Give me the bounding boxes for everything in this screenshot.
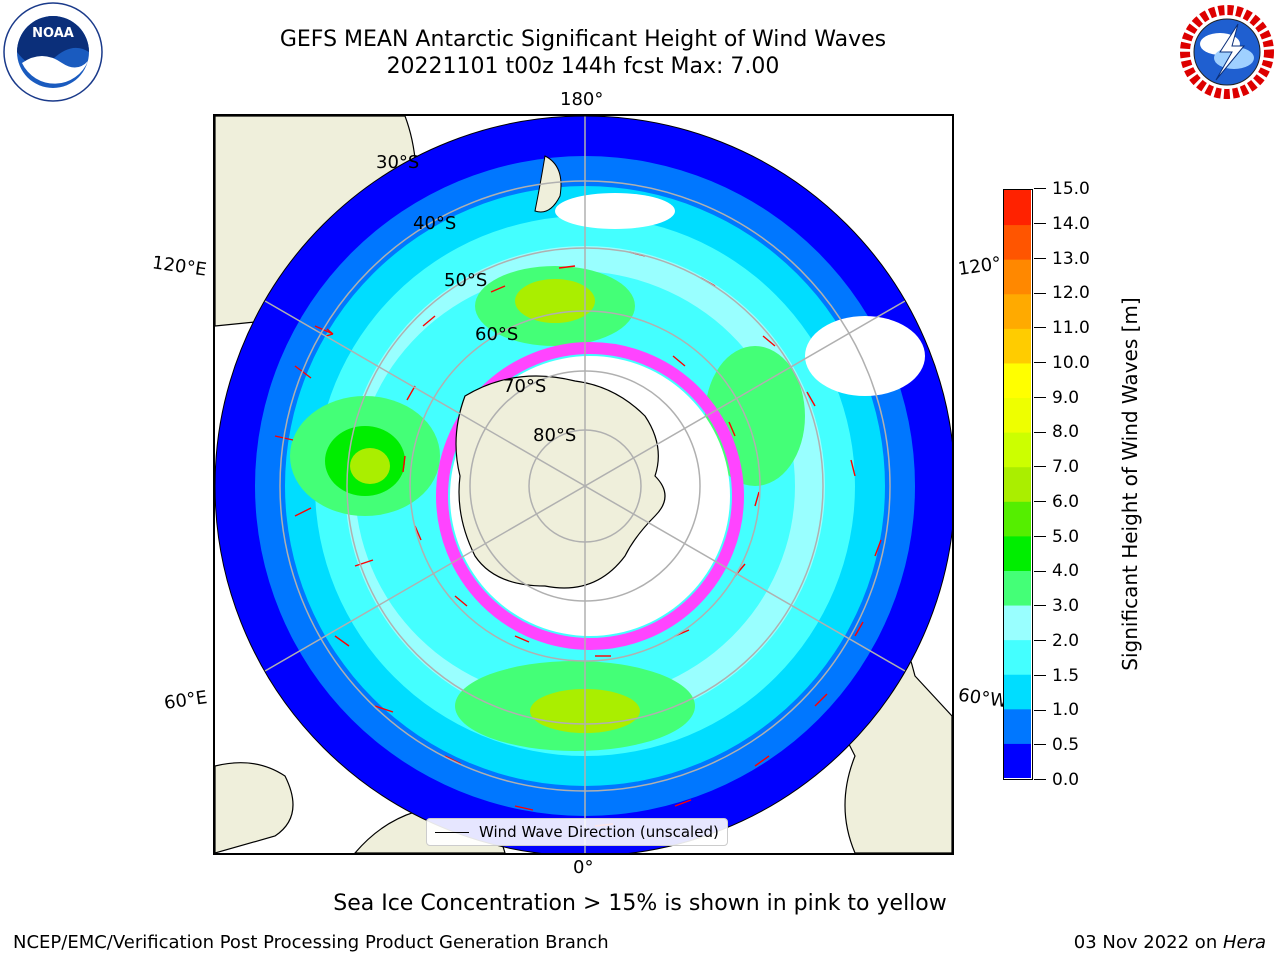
colorbar-tick-label: 1.0 — [1052, 700, 1080, 721]
colorbar-segment — [1004, 224, 1031, 260]
colorbar-tick-label: 9.0 — [1052, 387, 1080, 408]
lat-label-60s: 60°S — [475, 324, 519, 345]
lon-label-120e: 120°E — [150, 252, 208, 281]
colorbar-tick — [1034, 327, 1046, 329]
colorbar-tick — [1034, 501, 1046, 503]
lat-label-40s: 40°S — [413, 213, 457, 234]
colorbar-segment — [1004, 328, 1031, 364]
map-title: GEFS MEAN Antarctic Significant Height o… — [279, 27, 887, 52]
lat-label-80s: 80°S — [533, 425, 577, 446]
colorbar-tick — [1034, 744, 1046, 746]
colorbar-segment — [1004, 501, 1031, 537]
colorbar-tick — [1034, 431, 1046, 433]
colorbar-segment — [1004, 259, 1031, 295]
colorbar-tick — [1034, 535, 1046, 537]
colorbar-tick — [1034, 396, 1046, 398]
colorbar-tick-label: 10.0 — [1052, 352, 1090, 373]
colorbar-svg — [1004, 190, 1031, 779]
colorbar-tick-label: 3.0 — [1052, 596, 1080, 617]
footer-date-text: 03 Nov 2022 on — [1073, 932, 1223, 953]
colorbar-tick — [1034, 466, 1046, 468]
lon-label-120w: 120° — [956, 253, 1003, 280]
colorbar-segment — [1004, 397, 1031, 433]
colorbar-tick-label: 1.5 — [1052, 665, 1080, 686]
colorbar-segment — [1004, 293, 1031, 329]
colorbar-segment — [1004, 570, 1031, 606]
colorbar-tick-label: 12.0 — [1052, 283, 1090, 304]
colorbar-segment — [1004, 708, 1031, 744]
footer-machine: Hera — [1222, 932, 1266, 953]
colorbar-tick — [1034, 292, 1046, 294]
graticule — [215, 116, 952, 853]
colorbar-tick-label: 6.0 — [1052, 491, 1080, 512]
lon-label-0: 0° — [573, 857, 594, 878]
colorbar-tick — [1034, 188, 1046, 190]
colorbar-segment — [1004, 535, 1031, 571]
colorbar-segment — [1004, 605, 1031, 641]
colorbar-label: Significant Height of Wind Waves [m] — [1118, 297, 1142, 671]
colorbar-tick-label: 15.0 — [1052, 179, 1090, 199]
colorbar — [1003, 189, 1033, 780]
colorbar-tick — [1034, 709, 1046, 711]
colorbar-tick — [1034, 779, 1046, 781]
colorbar-tick-label: 14.0 — [1052, 213, 1090, 234]
colorbar-segment — [1004, 743, 1031, 779]
polar-map — [213, 114, 954, 855]
colorbar-tick-label: 0.5 — [1052, 735, 1080, 756]
lon-label-60w: 60°W — [956, 684, 1009, 713]
lon-label-180: 180° — [560, 89, 604, 110]
noaa-logo-text: NOAA — [32, 26, 74, 41]
africa-land — [215, 762, 294, 853]
colorbar-tick — [1034, 605, 1046, 607]
map-subtitle: 20221101 t00z 144h fcst Max: 7.00 — [386, 54, 780, 79]
footer-credit: NCEP/EMC/Verification Post Processing Pr… — [13, 932, 609, 953]
footer-date: 03 Nov 2022 on Hera — [1074, 932, 1266, 953]
colorbar-segment — [1004, 362, 1031, 399]
colorbar-tick — [1034, 640, 1046, 642]
wind-wave-legend: Wind Wave Direction (unscaled) — [426, 818, 728, 846]
colorbar-segment — [1004, 639, 1031, 675]
colorbar-tick — [1034, 674, 1046, 676]
polar-map-svg — [215, 116, 952, 853]
colorbar-tick-label: 8.0 — [1052, 422, 1080, 443]
legend-line-icon — [435, 831, 469, 833]
lon-label-60e: 60°E — [162, 687, 209, 714]
lat-label-30s: 30°S — [376, 152, 420, 173]
lat-label-50s: 50°S — [444, 270, 488, 291]
colorbar-tick — [1034, 223, 1046, 224]
colorbar-tick — [1034, 362, 1046, 364]
colorbar-segment — [1004, 466, 1031, 502]
colorbar-segment — [1004, 674, 1031, 710]
colorbar-tick — [1034, 257, 1046, 259]
colorbar-tick-label: 5.0 — [1052, 526, 1080, 547]
nws-logo-icon — [1180, 5, 1274, 99]
legend-label: Wind Wave Direction (unscaled) — [479, 823, 719, 841]
lat-label-70s: 70°S — [503, 376, 547, 397]
colorbar-segment — [1004, 190, 1031, 226]
colorbar-tick-label: 4.0 — [1052, 561, 1080, 582]
colorbar-tick — [1034, 570, 1046, 572]
sea-ice-ring — [436, 342, 744, 650]
sea-ice-note: Sea Ice Concentration > 15% is shown in … — [333, 891, 947, 916]
colorbar-tick-label: 0.0 — [1052, 770, 1080, 790]
colorbar-tick-label: 13.0 — [1052, 248, 1090, 269]
colorbar-tick-label: 2.0 — [1052, 630, 1080, 651]
noaa-logo-icon: NOAA — [3, 2, 103, 102]
colorbar-tick-label: 11.0 — [1052, 318, 1090, 339]
colorbar-segment — [1004, 432, 1031, 468]
colorbar-tick-label: 7.0 — [1052, 457, 1080, 478]
